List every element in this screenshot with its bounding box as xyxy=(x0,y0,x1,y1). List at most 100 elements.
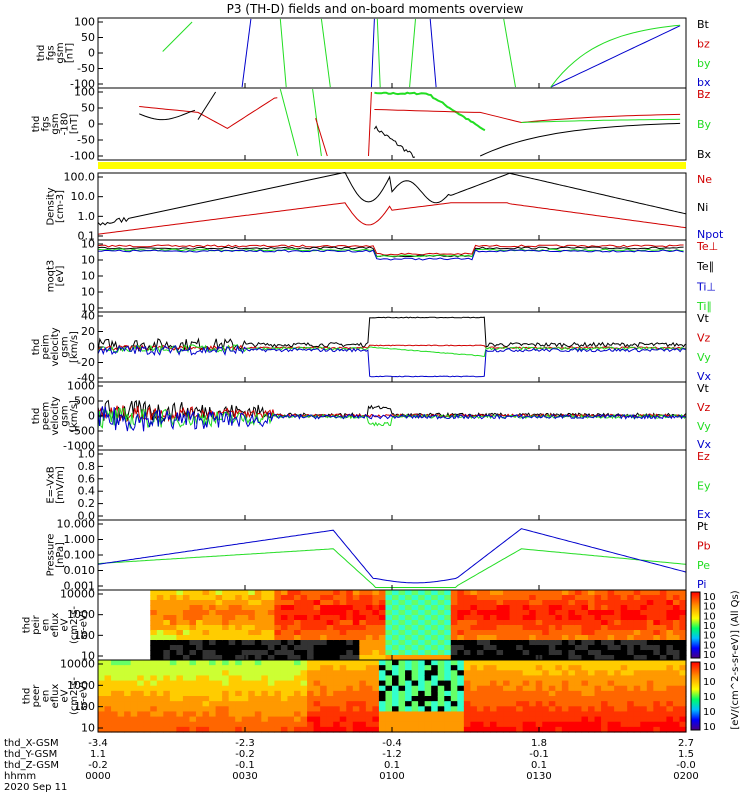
spectrogram-bin xyxy=(392,650,400,656)
spectrogram-bin xyxy=(653,706,661,713)
spectrogram-bin xyxy=(346,605,354,611)
spectrogram-bin xyxy=(98,590,106,596)
y-axis-label-line: moqt3 xyxy=(45,260,56,293)
spectrogram-bin xyxy=(601,716,609,723)
spectrogram-bin xyxy=(614,711,622,718)
spectrogram-bin xyxy=(372,660,380,666)
spectrogram-bin xyxy=(607,685,615,692)
spectrogram-bin xyxy=(150,675,158,682)
spectrogram-bin xyxy=(248,650,256,656)
series-bz xyxy=(139,97,278,129)
spectrogram-bin xyxy=(280,690,289,697)
spectrogram-bin xyxy=(241,635,249,641)
spectrogram-bin xyxy=(503,680,511,687)
spectrogram-bin xyxy=(137,610,145,616)
spectrogram-bin xyxy=(320,680,328,687)
spectrogram-bin xyxy=(287,605,295,611)
spectrogram-bin xyxy=(294,675,302,682)
spectrogram-bin xyxy=(307,665,315,671)
spectrogram-bin xyxy=(607,660,615,666)
spectrogram-bin xyxy=(189,701,197,707)
spectrogram-bin xyxy=(280,650,289,656)
spectrogram-bin xyxy=(359,590,367,596)
spectrogram-bin xyxy=(490,625,498,631)
spectrogram-bin xyxy=(254,645,262,651)
spectrogram-bin xyxy=(640,726,648,733)
spectrogram-bin xyxy=(522,645,530,651)
spectrogram-bin xyxy=(398,595,406,601)
spectrogram-bin xyxy=(431,665,439,671)
spectrogram-bin xyxy=(378,665,387,671)
spectrogram-bin xyxy=(503,635,511,641)
spectrogram-bin xyxy=(672,696,681,702)
spectrogram-bin xyxy=(476,675,485,682)
spectrogram-bin xyxy=(392,655,400,661)
spectrogram-bin xyxy=(411,590,419,596)
spectrogram-bin xyxy=(483,690,491,697)
spectrogram-bin xyxy=(561,625,569,631)
spectrogram-bin xyxy=(561,620,569,626)
spectrogram-bin xyxy=(653,605,661,611)
spectrogram-bin xyxy=(679,701,687,707)
spectrogram-bin xyxy=(679,665,687,671)
spectrogram-bin xyxy=(444,706,452,713)
spectrogram-bin xyxy=(254,610,262,616)
spectrogram-bin xyxy=(620,665,628,671)
spectrogram-bin xyxy=(333,696,341,702)
spectrogram-bin xyxy=(607,726,615,733)
spectrogram-bin xyxy=(561,690,569,697)
spectrogram-bin xyxy=(352,655,360,661)
legend-entry: Te∥ xyxy=(696,260,714,273)
spectrogram-bin xyxy=(646,680,654,687)
legend-entry: Vt xyxy=(697,382,710,395)
y-tick-label: 0.4 xyxy=(78,485,96,498)
spectrogram-bin xyxy=(450,726,458,733)
spectrogram-bin xyxy=(274,711,282,718)
spectrogram-bin xyxy=(574,685,583,692)
spectrogram-bin xyxy=(529,721,537,728)
spectrogram-bin xyxy=(163,600,171,606)
spectrogram-bin xyxy=(169,630,177,636)
spectrogram-bin xyxy=(633,665,641,671)
spectrogram-bin xyxy=(261,595,269,601)
spectrogram-bin xyxy=(163,660,171,666)
spectrogram-bin xyxy=(267,685,275,692)
spectrogram-bin xyxy=(601,650,609,656)
spectrogram-bin xyxy=(169,605,177,611)
spectrogram-bin xyxy=(594,610,602,616)
spectrogram-bin xyxy=(476,595,485,601)
spectrogram-bin xyxy=(372,625,380,631)
spectrogram-bin xyxy=(274,610,282,616)
spectrogram-bin xyxy=(398,635,406,641)
spectrogram-bin xyxy=(450,690,458,697)
y-axis-label-line: E=-VxB xyxy=(45,466,56,503)
spectrogram-bin xyxy=(143,645,151,651)
spectrogram-bin xyxy=(241,620,249,626)
spectrogram-bin xyxy=(248,711,256,718)
spectrogram-bin xyxy=(450,605,458,611)
spectrogram-bin xyxy=(653,701,661,707)
spectrogram-bin xyxy=(300,590,308,596)
spectrogram-bin xyxy=(659,680,667,687)
spectrogram-bin xyxy=(607,625,615,631)
spectrogram-bin xyxy=(581,690,589,697)
spectrogram-bin xyxy=(392,680,400,687)
spectrogram-bin xyxy=(222,625,230,631)
spectrogram-bin xyxy=(470,645,478,651)
spectrogram-bin xyxy=(516,595,524,601)
spectrogram-bin xyxy=(561,610,569,616)
spectrogram-bin xyxy=(542,595,550,601)
spectrogram-bin xyxy=(169,615,177,621)
spectrogram-bin xyxy=(222,590,230,596)
spectrogram-bin xyxy=(307,655,315,661)
series-ni xyxy=(97,171,687,226)
spectrogram-bin xyxy=(607,690,615,697)
y-axis-label-line: thd xyxy=(31,116,42,133)
spectrogram-bin xyxy=(163,685,171,692)
spectrogram-bin xyxy=(418,630,426,636)
spectrogram-bin xyxy=(307,670,315,677)
spectrogram-bin xyxy=(300,690,308,697)
y-tick-label: 1000 xyxy=(67,608,95,621)
spectrogram-bin xyxy=(633,685,641,692)
spectrogram-bin xyxy=(561,615,569,621)
